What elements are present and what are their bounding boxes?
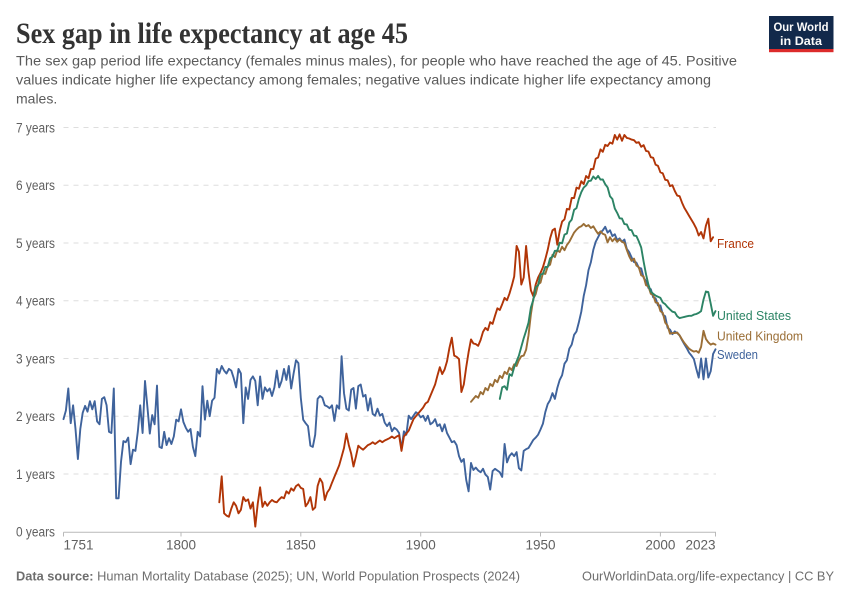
svg-text:United States: United States bbox=[717, 308, 791, 323]
svg-text:2 years: 2 years bbox=[16, 409, 55, 424]
svg-text:5 years: 5 years bbox=[16, 236, 55, 251]
svg-text:1 years: 1 years bbox=[16, 467, 55, 482]
svg-text:France: France bbox=[717, 236, 754, 251]
svg-text:2023: 2023 bbox=[685, 538, 715, 553]
svg-text:Sex gap in life expectancy at: Sex gap in life expectancy at age 45 bbox=[16, 17, 408, 50]
svg-text:in Data: in Data bbox=[780, 34, 822, 48]
svg-text:1950: 1950 bbox=[525, 538, 555, 553]
svg-text:4 years: 4 years bbox=[16, 294, 55, 309]
svg-text:Sweden: Sweden bbox=[717, 347, 758, 362]
svg-text:United Kingdom: United Kingdom bbox=[717, 329, 803, 344]
svg-text:males.: males. bbox=[16, 91, 57, 107]
svg-text:3 years: 3 years bbox=[16, 351, 55, 366]
svg-text:2000: 2000 bbox=[645, 538, 675, 553]
svg-text:6 years: 6 years bbox=[16, 178, 55, 193]
svg-text:1900: 1900 bbox=[406, 538, 436, 553]
svg-text:0 years: 0 years bbox=[16, 525, 55, 540]
svg-text:7 years: 7 years bbox=[16, 120, 55, 135]
svg-text:Data source: Human Mortality D: Data source: Human Mortality Database (2… bbox=[16, 569, 520, 584]
svg-text:1800: 1800 bbox=[166, 538, 196, 553]
svg-text:1850: 1850 bbox=[286, 538, 316, 553]
svg-text:Our World: Our World bbox=[774, 20, 829, 34]
svg-text:The sex gap period life expect: The sex gap period life expectancy (fema… bbox=[16, 53, 737, 69]
svg-text:OurWorldinData.org/life-expect: OurWorldinData.org/life-expectancy | CC … bbox=[582, 569, 834, 584]
svg-text:values indicate higher life ex: values indicate higher life expectancy a… bbox=[16, 72, 711, 88]
svg-text:1751: 1751 bbox=[64, 538, 94, 553]
